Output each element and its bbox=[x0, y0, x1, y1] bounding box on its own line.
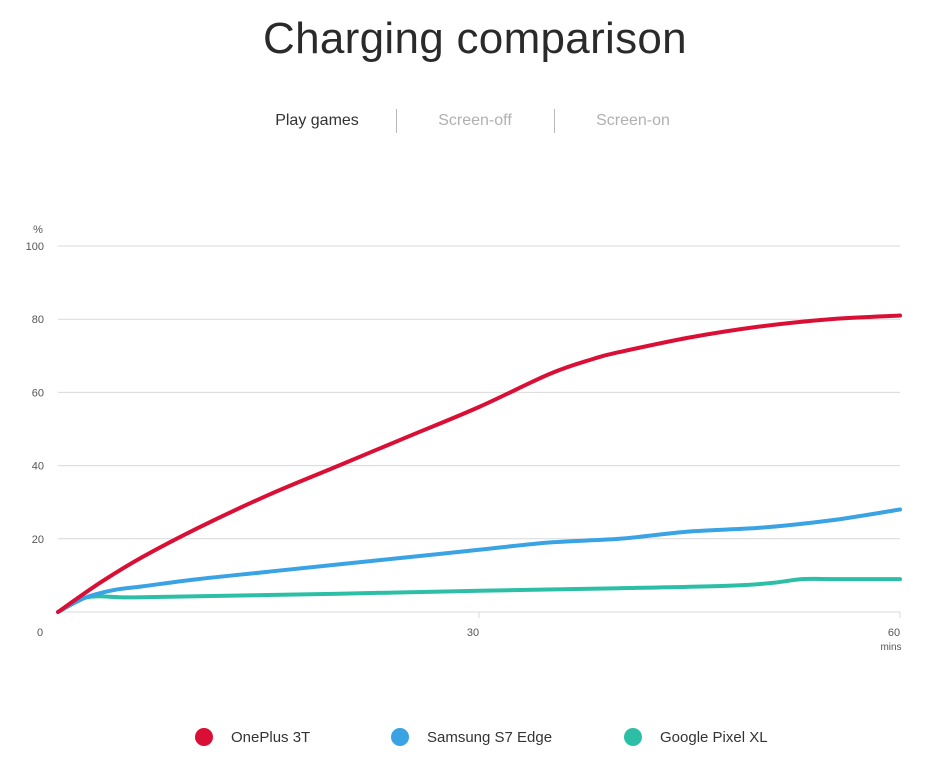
y-axis-unit-label: % bbox=[33, 224, 43, 236]
legend-item-oneplus[interactable]: OnePlus 3T bbox=[195, 728, 310, 746]
chart-legend: OnePlus 3T Samsung S7 Edge Google Pixel … bbox=[0, 728, 950, 758]
legend-item-samsung[interactable]: Samsung S7 Edge bbox=[391, 728, 552, 746]
legend-label-oneplus: OnePlus 3T bbox=[231, 728, 311, 746]
x-tick-label: 30 bbox=[467, 627, 479, 639]
x-axis-unit-label: mins bbox=[880, 642, 901, 653]
tab-divider bbox=[553, 109, 555, 133]
y-tick-label: 100 bbox=[26, 241, 44, 253]
x-tick-label: 60 bbox=[888, 627, 900, 639]
legend-item-pixel[interactable]: Google Pixel XL bbox=[624, 728, 768, 746]
tab-screen-on[interactable]: Screen-on bbox=[596, 112, 670, 129]
legend-label-pixel: Google Pixel XL bbox=[660, 728, 768, 746]
chart-title: Charging comparison bbox=[263, 14, 687, 63]
legend-dot-pixel bbox=[624, 728, 642, 746]
y-tick-label: 80 bbox=[32, 314, 44, 326]
tab-screen-off[interactable]: Screen-off bbox=[438, 112, 512, 129]
y-tick-label: 40 bbox=[32, 461, 44, 473]
line-chart: 20 40 60 80 100% 0 30 60 mins bbox=[26, 224, 902, 653]
tab-divider bbox=[395, 109, 397, 133]
tab-play-games[interactable]: Play games bbox=[275, 112, 359, 129]
mode-tabs: Play games Screen-off Screen-on bbox=[0, 108, 950, 134]
legend-dot-samsung bbox=[391, 728, 409, 746]
series-line-oneplus bbox=[56, 313, 902, 614]
legend-label-samsung: Samsung S7 Edge bbox=[427, 728, 553, 746]
legend-dot-oneplus bbox=[195, 728, 213, 746]
series-line-pixel bbox=[56, 576, 902, 614]
y-tick-label: 20 bbox=[32, 534, 44, 546]
y-tick-label: 60 bbox=[32, 387, 44, 399]
x-tick-label: 0 bbox=[37, 627, 43, 639]
series-line-samsung bbox=[56, 507, 902, 614]
